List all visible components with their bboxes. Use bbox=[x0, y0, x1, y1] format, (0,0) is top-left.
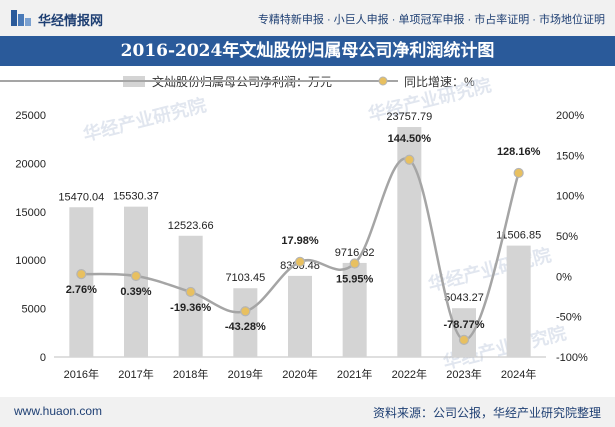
y-right-tick-label: 0% bbox=[556, 271, 572, 283]
top-nav-links[interactable]: 专精特新申报 · 小巨人申报 · 单项冠军申报 · 市占率证明 · 市场地位证明 bbox=[257, 14, 605, 26]
bar bbox=[506, 245, 531, 357]
logo-icon bbox=[11, 10, 31, 26]
x-tick-label: 2024年 bbox=[501, 367, 536, 381]
growth-value-label: 17.98% bbox=[281, 235, 319, 247]
x-tick-label: 2016年 bbox=[64, 367, 99, 381]
x-tick-label: 2018年 bbox=[173, 367, 208, 381]
bar-value-label: 11506.85 bbox=[496, 230, 541, 242]
bar-value-label: 15470.04 bbox=[58, 191, 104, 203]
x-tick-label: 2017年 bbox=[118, 367, 153, 381]
growth-value-label: 15.95% bbox=[336, 273, 374, 285]
chart: 文灿股份归属母公司净利润：万元 同比增速：% 华经产业研究院 华经产业研究院 华… bbox=[0, 74, 588, 381]
chart-title: 2016-2024年文灿股份归属母公司净利润统计图 bbox=[120, 41, 495, 61]
bar-value-label: 12523.66 bbox=[168, 220, 214, 232]
growth-labels: 2.76% 0.39% -19.36% -43.28% 17.98% 15.95% 144.… bbox=[66, 133, 541, 333]
watermark-text: 华经产业研究院 bbox=[81, 94, 208, 145]
y-left-tick-label: 20000 bbox=[15, 158, 46, 170]
bar bbox=[233, 288, 258, 357]
growth-marker bbox=[240, 306, 251, 317]
bar-value-label: 15530.37 bbox=[113, 191, 159, 203]
growth-markers bbox=[76, 154, 524, 345]
website-link[interactable]: www.huaon.com bbox=[14, 404, 103, 418]
legend-line-label: 同比增速：% bbox=[404, 75, 475, 89]
legend: 文灿股份归属母公司净利润：万元 同比增速：% bbox=[0, 74, 475, 89]
y-right-tick-label: 150% bbox=[556, 150, 584, 162]
bar-value-label: 5043.27 bbox=[444, 292, 484, 304]
legend-line-marker bbox=[378, 76, 388, 86]
x-tick-label: 2022年 bbox=[392, 367, 427, 381]
growth-value-label: 0.39% bbox=[120, 286, 151, 298]
y-right-tick-label: 100% bbox=[556, 191, 584, 203]
bar bbox=[342, 262, 367, 357]
bar-value-label: 9716.82 bbox=[335, 247, 375, 259]
y-right-tick-label: 50% bbox=[556, 231, 578, 243]
data-source: 资料来源：公司公报，华经产业研究院整理 bbox=[372, 406, 601, 420]
top-bar: 华经情报网 专精特新申报 · 小巨人申报 · 单项冠军申报 · 市占率证明 · … bbox=[0, 0, 615, 36]
bar bbox=[124, 206, 148, 357]
x-tick-label: 2020年 bbox=[282, 367, 317, 381]
y-left-tick-label: 15000 bbox=[15, 207, 46, 219]
y-left-tick-label: 5000 bbox=[22, 304, 46, 316]
bar bbox=[397, 127, 422, 357]
growth-value-label: -19.36% bbox=[170, 302, 211, 314]
y-right-tick-label: 200% bbox=[556, 110, 584, 122]
x-tick-label: 2021年 bbox=[337, 367, 372, 381]
y-left-tick-label: 10000 bbox=[15, 255, 46, 267]
growth-marker bbox=[294, 256, 306, 267]
growth-marker bbox=[513, 167, 524, 179]
growth-value-label: 144.50% bbox=[388, 133, 432, 145]
y-axis-right: -100% -50% 0% 50% 100% 150% 200% bbox=[556, 110, 588, 364]
x-tick-label: 2019年 bbox=[228, 367, 263, 381]
growth-value-label: 2.76% bbox=[66, 284, 97, 296]
footer: www.huaon.com 资料来源：公司公报，华经产业研究院整理 bbox=[0, 397, 615, 427]
bar-value-label: 23757.79 bbox=[386, 111, 432, 123]
bar-value-label: 7103.45 bbox=[225, 272, 265, 284]
growth-value-label: -43.28% bbox=[225, 321, 266, 333]
growth-marker bbox=[458, 334, 470, 345]
growth-value-label: 128.16% bbox=[497, 146, 541, 158]
bar bbox=[69, 207, 94, 357]
y-right-tick-label: -50% bbox=[556, 312, 582, 324]
brand-name[interactable]: 华经情报网 bbox=[38, 13, 104, 28]
bar bbox=[288, 275, 312, 357]
y-left-tick-label: 0 bbox=[40, 352, 46, 364]
growth-marker bbox=[130, 270, 142, 282]
bar-labels: 15470.0415530.3712523.667103.458380.4897… bbox=[58, 111, 541, 304]
watermarks: 华经产业研究院 华经产业研究院 华经产业研究院 华经产业研究院 bbox=[81, 74, 568, 373]
y-right-tick-label: -100% bbox=[556, 352, 588, 364]
growth-marker bbox=[349, 258, 360, 269]
growth-marker bbox=[185, 286, 196, 298]
growth-marker bbox=[404, 154, 415, 165]
x-tick-label: 2023年 bbox=[446, 367, 481, 381]
growth-marker bbox=[76, 269, 87, 280]
y-left-tick-label: 25000 bbox=[15, 110, 46, 122]
bar-series bbox=[69, 127, 531, 357]
y-axis-left: 0 5000 10000 15000 20000 25000 bbox=[15, 110, 46, 364]
x-axis-ticks: 2016年 2017年 2018年 2019年 2020年 2021年 2022年 2023年… bbox=[64, 367, 537, 381]
growth-value-label: -78.77% bbox=[444, 319, 485, 331]
title-bar: 2016-2024年文灿股份归属母公司净利润统计图 bbox=[0, 36, 615, 66]
